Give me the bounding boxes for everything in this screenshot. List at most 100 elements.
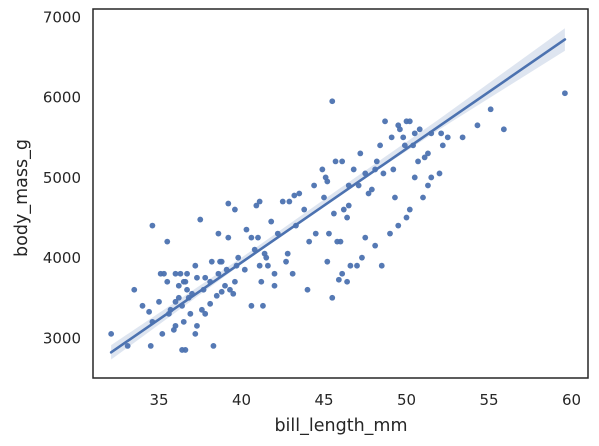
scatter-point [253,202,260,209]
regression-line-layer [109,38,567,354]
scatter-point [164,278,171,285]
scatter-point [199,306,205,313]
scatter-point [235,254,242,261]
scatter-point [222,282,228,289]
scatter-point [438,130,445,137]
scatter-point [362,234,369,241]
regression-line [109,38,567,354]
scatter-point [248,234,255,241]
scatter-point [500,126,507,133]
scatter-point [197,216,204,223]
x-tick-label: 50 [397,391,416,409]
scatter-point [202,274,209,281]
scatter-point [172,298,179,305]
confidence-band [111,28,565,360]
scatter-point [232,278,238,285]
scatter-point [243,226,250,233]
x-tick-labels: 35 40 45 50 55 60 [149,391,581,409]
scatter-point [248,302,255,309]
scatter-point [312,230,319,237]
scatter-point [265,262,271,269]
scatter-point [395,222,402,229]
scatter-point [354,262,360,269]
scatter-point [289,270,296,277]
scatter-point [218,288,225,295]
scatter-point [372,242,379,249]
scatter-point [562,90,568,97]
scatter-point [172,322,179,329]
scatter-point [344,214,350,221]
confidence-band-layer [111,28,565,360]
scatter-point [459,134,466,141]
scatter-point [439,142,446,149]
scatter-point [326,230,332,237]
scatter-point [284,250,291,257]
scatter-point [373,158,380,165]
scatter-point [286,198,293,205]
scatter-point [319,166,326,173]
scatter-point [225,200,232,207]
scatter-point [283,258,289,265]
scatter-point [184,286,190,293]
scatter-point [180,318,187,325]
scatter-point [388,134,395,141]
scatter-point [365,190,372,197]
scatter-point [359,254,365,261]
scatter-point [149,222,156,229]
x-tick-label: 40 [232,391,251,409]
scatter-point [335,276,342,283]
x-tick-label: 55 [479,391,498,409]
y-tick-label: 7000 [43,9,81,27]
scatter-point [146,308,153,315]
scatter-point [350,166,357,173]
scatter-point [306,238,313,245]
x-axis-label: bill_length_mm [274,416,407,436]
y-tick-label: 5000 [43,169,81,187]
scatter-point [390,166,397,173]
scatter-point [241,266,248,273]
scatter-point [175,294,182,301]
scatter-point [291,192,298,199]
scatter-point [444,134,451,141]
scatter-point [425,182,431,189]
scatter-point [202,310,209,317]
scatter-point [192,262,199,269]
y-tick-label: 4000 [43,249,81,267]
y-tick-label: 6000 [43,89,81,107]
scatter-point [406,206,413,213]
scatter-point [339,158,346,165]
scatter-point [255,234,261,241]
x-tick-label: 35 [149,391,168,409]
scatter-point [387,230,393,237]
scatter-point [345,202,352,209]
scatter-point [428,174,435,181]
scatter-point [347,262,354,269]
scatter-point [382,118,388,125]
scatter-point [377,142,383,149]
scatter-point [271,270,278,277]
scatter-point [268,218,275,225]
scatter-point [311,182,317,189]
scatter-point [324,258,331,265]
scatter-point [232,206,238,213]
scatter-point [256,262,263,269]
scatter-point [258,278,265,285]
scatter-point [487,106,494,113]
scatter-point [411,130,418,137]
scatter-point [421,154,428,161]
scatter-point [339,270,346,277]
scatter-point [400,134,407,141]
scatter-point [296,190,303,197]
scatter-point [337,238,344,245]
scatter-points [108,90,568,353]
scatter-point [156,298,162,305]
scatter-point [187,310,194,317]
y-tick-labels: 3000 4000 5000 6000 7000 [43,9,81,348]
scatter-point [279,198,286,205]
scatter-point [218,258,225,265]
scatter-point [415,158,421,165]
scatter-point [397,126,403,133]
scatter-point [425,150,431,157]
scatter-point [175,282,182,289]
